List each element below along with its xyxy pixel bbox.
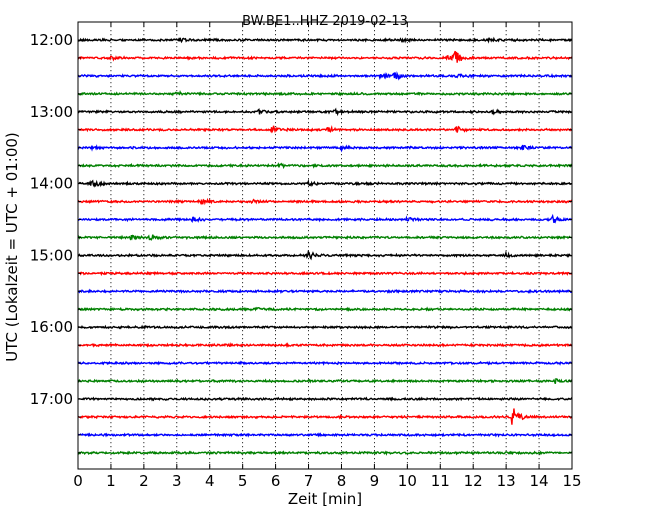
x-tick-label: 3 <box>172 472 182 490</box>
trace-1715 <box>77 408 573 425</box>
trace-1600 <box>77 324 573 330</box>
x-axis-label: Zeit [min] <box>288 490 362 508</box>
trace-1330 <box>77 144 573 153</box>
trace-1415 <box>77 197 573 206</box>
trace-1615 <box>77 342 573 349</box>
plot-frame <box>77 21 573 470</box>
trace-1430 <box>77 213 573 224</box>
x-tick-label: 2 <box>139 472 149 490</box>
x-tick-label: 4 <box>205 472 215 490</box>
x-tick-label: 7 <box>304 472 314 490</box>
x-tick-label: 13 <box>497 472 516 490</box>
x-tick-label: 15 <box>562 472 581 490</box>
trace-1700 <box>77 396 573 402</box>
y-tick-label: 13:00 <box>30 103 73 121</box>
trace-1300 <box>77 107 573 117</box>
y-axis-label: UTC (Lokalzeit = UTC + 01:00) <box>3 132 21 362</box>
trace-1400 <box>77 178 573 188</box>
trace-1215 <box>77 50 573 63</box>
trace-1500 <box>77 250 573 261</box>
x-tick-label: 0 <box>73 472 83 490</box>
x-tick-label: 5 <box>238 472 248 490</box>
trace-1230 <box>77 71 573 81</box>
trace-1630 <box>77 360 573 366</box>
trace-1315 <box>77 124 573 134</box>
x-tick-label: 12 <box>464 472 483 490</box>
x-tick-label: 11 <box>431 472 450 490</box>
trace-1730 <box>77 432 573 438</box>
trace-1200 <box>77 36 573 44</box>
x-tick-label: 9 <box>370 472 380 490</box>
trace-1515 <box>77 270 573 277</box>
trace-layer <box>77 36 573 456</box>
trace-1345 <box>77 162 573 170</box>
x-tick-label: 8 <box>337 472 347 490</box>
trace-1645 <box>77 378 573 385</box>
grid-layer <box>110 22 540 469</box>
y-tick-label: 16:00 <box>30 318 73 336</box>
y-tick-label: 17:00 <box>30 390 73 408</box>
trace-1445 <box>77 234 573 241</box>
x-tick-label: 10 <box>398 472 417 490</box>
trace-1245 <box>77 90 573 97</box>
x-tick-label: 6 <box>271 472 281 490</box>
x-tick-label: 1 <box>106 472 116 490</box>
y-tick-label: 15:00 <box>30 246 73 264</box>
trace-1745 <box>77 450 573 456</box>
trace-1545 <box>77 306 573 312</box>
x-tick-label: 14 <box>530 472 549 490</box>
trace-1530 <box>77 288 573 295</box>
y-tick-label: 14:00 <box>30 175 73 193</box>
y-tick-label: 12:00 <box>30 31 73 49</box>
tick-layer: 0 1 2 3 4 5 6 7 8 9 10 11 12 13 14 1512:0013:0014:0015:… <box>30 22 582 490</box>
